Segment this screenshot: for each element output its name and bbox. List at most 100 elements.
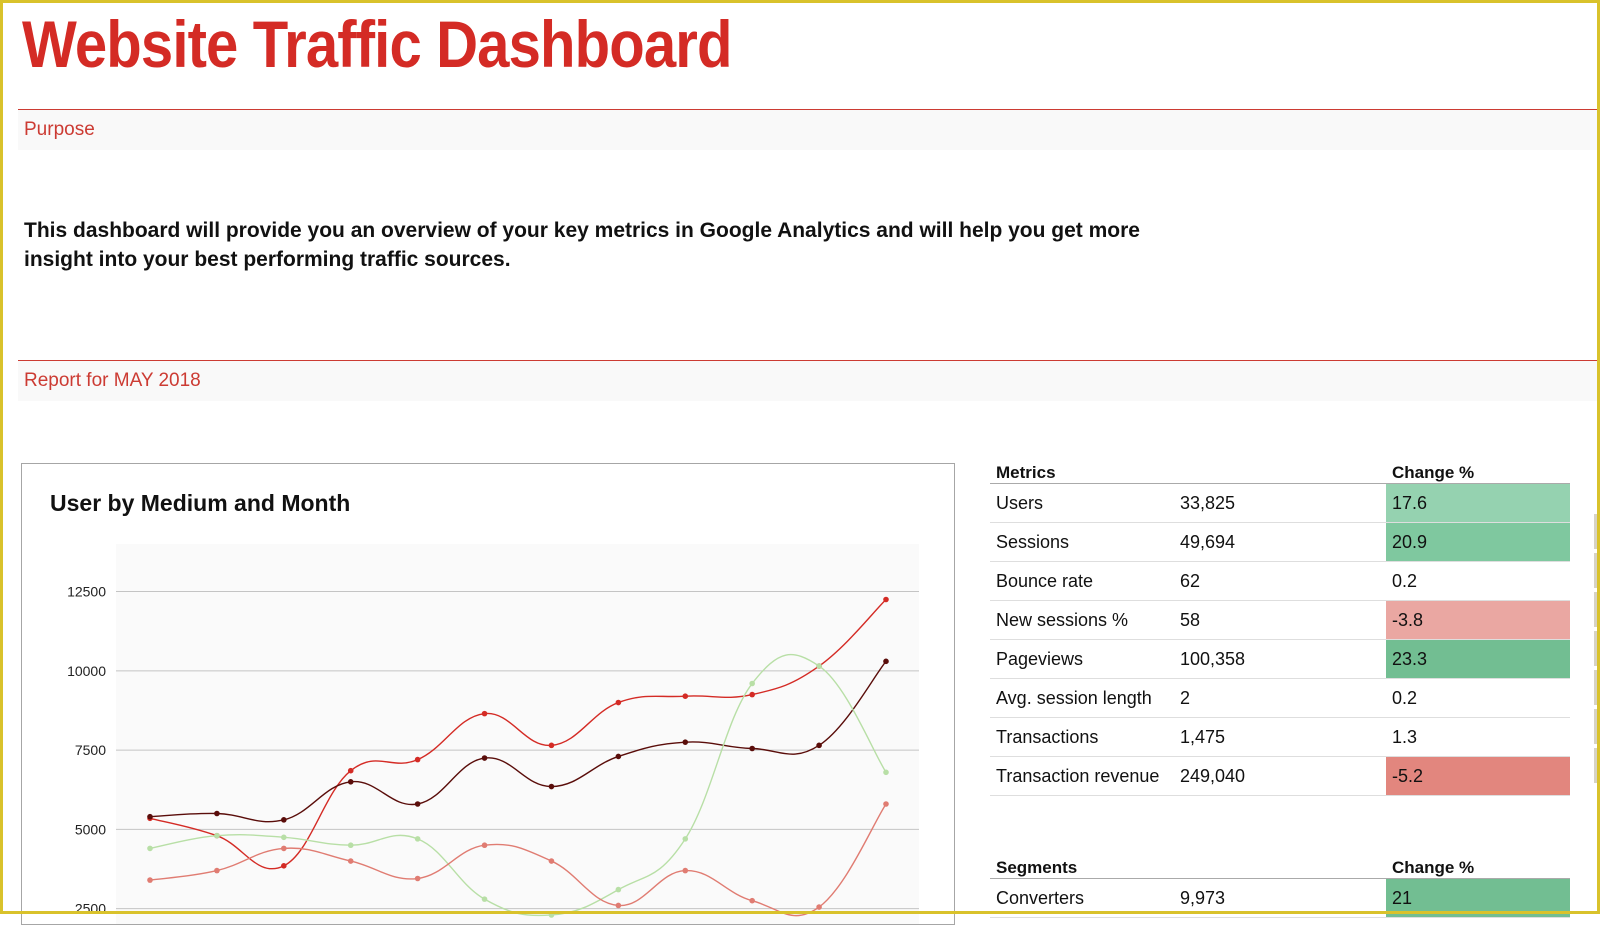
data-point bbox=[281, 845, 287, 852]
metrics-row: Users 33,825 17.6 bbox=[990, 483, 1570, 523]
metrics-header-change: Change % bbox=[1386, 461, 1570, 484]
segments-header-name: Segments bbox=[990, 856, 1174, 879]
metric-value-cell: 1,475 bbox=[1174, 717, 1386, 757]
y-tick-label: 7500 bbox=[75, 742, 106, 758]
segments-table: Segments Change % Converters 9,973 21 bbox=[990, 856, 1570, 918]
metric-name-cell: Users bbox=[990, 483, 1174, 523]
data-point bbox=[481, 710, 488, 717]
data-point bbox=[147, 813, 153, 820]
metric-change-cell: 0.2 bbox=[1386, 678, 1570, 718]
data-point bbox=[883, 658, 889, 665]
metrics-row: New sessions % 58 -3.8 bbox=[990, 600, 1570, 640]
users-chart[interactable]: 12500 10000 7500 5000 2500 User by Medium an… bbox=[21, 463, 955, 925]
metric-name-cell: Avg. session length bbox=[990, 678, 1174, 718]
metrics-row: Bounce rate 62 0.2 bbox=[990, 561, 1570, 601]
data-point bbox=[347, 842, 354, 849]
data-point bbox=[883, 769, 889, 776]
data-point bbox=[682, 739, 689, 745]
data-point bbox=[682, 867, 689, 874]
data-point bbox=[548, 858, 555, 864]
row-edge-marker bbox=[1594, 514, 1598, 549]
metrics-header-name: Metrics bbox=[990, 461, 1174, 484]
metric-name-cell: Sessions bbox=[990, 522, 1174, 562]
y-tick-label: 10000 bbox=[67, 663, 106, 679]
segments-header-change: Change % bbox=[1386, 856, 1570, 879]
data-point bbox=[147, 845, 153, 852]
data-point bbox=[682, 836, 689, 842]
y-tick-label: 12500 bbox=[67, 584, 106, 600]
chart-title: User by Medium and Month bbox=[50, 490, 351, 516]
row-edge-marker bbox=[1594, 631, 1598, 666]
data-point bbox=[214, 867, 220, 874]
data-point bbox=[414, 756, 421, 763]
metrics-row: Avg. session length 2 0.2 bbox=[990, 678, 1570, 718]
data-point bbox=[883, 801, 889, 807]
row-edge-marker bbox=[1594, 592, 1598, 627]
metric-name-cell: Converters bbox=[990, 878, 1174, 918]
segments-header-value bbox=[1174, 856, 1386, 879]
data-point bbox=[347, 779, 354, 785]
metrics-row: Transaction revenue 249,040 -5.2 bbox=[990, 756, 1570, 796]
metric-value-cell: 58 bbox=[1174, 600, 1386, 640]
segments-header-row: Segments Change % bbox=[990, 856, 1570, 879]
metric-name-cell: Bounce rate bbox=[990, 561, 1174, 601]
data-point bbox=[548, 912, 555, 918]
y-tick-label: 2500 bbox=[75, 901, 106, 917]
purpose-section-bar: Purpose bbox=[18, 109, 1597, 150]
metric-name-cell: New sessions % bbox=[990, 600, 1174, 640]
data-point bbox=[883, 596, 889, 603]
metric-value-cell: 2 bbox=[1174, 678, 1386, 718]
metric-change-cell: -3.8 bbox=[1386, 600, 1570, 640]
row-edge-marker bbox=[1594, 709, 1598, 744]
purpose-text: This dashboard will provide you an overv… bbox=[24, 219, 1140, 271]
report-section-bar: Report for MAY 2018 bbox=[18, 360, 1597, 401]
data-point bbox=[548, 783, 555, 790]
metric-value-cell: 249,040 bbox=[1174, 756, 1386, 796]
metric-change-cell: 1.3 bbox=[1386, 717, 1570, 757]
data-point bbox=[414, 875, 421, 882]
data-point bbox=[214, 810, 220, 817]
data-point bbox=[414, 801, 421, 807]
metrics-row: Sessions 49,694 20.9 bbox=[990, 522, 1570, 562]
metric-name-cell: Transactions bbox=[990, 717, 1174, 757]
metric-change-cell: 0.2 bbox=[1386, 561, 1570, 601]
data-point bbox=[749, 680, 755, 687]
data-point bbox=[481, 755, 488, 761]
chart-canvas: 12500 10000 7500 5000 2500 bbox=[67, 544, 919, 924]
page-title: Website Traffic Dashboard bbox=[22, 7, 732, 81]
plot-area bbox=[116, 544, 919, 924]
data-point bbox=[347, 767, 354, 774]
metric-change-cell: 17.6 bbox=[1386, 483, 1570, 523]
data-point bbox=[615, 902, 622, 909]
data-point bbox=[615, 886, 622, 893]
metric-value-cell: 49,694 bbox=[1174, 522, 1386, 562]
purpose-label: Purpose bbox=[24, 119, 95, 140]
metric-name-cell: Pageviews bbox=[990, 639, 1174, 679]
metric-change-cell: 21 bbox=[1386, 878, 1570, 918]
data-point bbox=[816, 742, 822, 749]
metrics-table: Metrics Change % Users 33,825 17.6 Sessions… bbox=[990, 461, 1570, 796]
row-edge-marker bbox=[1594, 670, 1598, 705]
y-tick-label: 5000 bbox=[75, 821, 106, 837]
data-point bbox=[548, 742, 555, 749]
data-point bbox=[816, 904, 822, 910]
data-point bbox=[481, 896, 488, 902]
metric-value-cell: 100,358 bbox=[1174, 639, 1386, 679]
metrics-header-value bbox=[1174, 461, 1386, 484]
metric-value-cell: 33,825 bbox=[1174, 483, 1386, 523]
data-point bbox=[147, 877, 153, 883]
segments-row: Converters 9,973 21 bbox=[990, 878, 1570, 918]
metrics-row: Pageviews 100,358 23.3 bbox=[990, 639, 1570, 679]
data-point bbox=[281, 863, 287, 869]
data-point bbox=[682, 693, 689, 699]
data-point bbox=[281, 834, 287, 841]
data-point bbox=[615, 699, 622, 706]
metric-value-cell: 62 bbox=[1174, 561, 1386, 601]
metrics-header-row: Metrics Change % bbox=[990, 461, 1570, 484]
metric-change-cell: -5.2 bbox=[1386, 756, 1570, 796]
data-point bbox=[281, 817, 287, 823]
row-edge-marker bbox=[1594, 553, 1598, 588]
row-edge-marker bbox=[1594, 748, 1598, 783]
metric-value-cell: 9,973 bbox=[1174, 878, 1386, 918]
data-point bbox=[414, 836, 421, 842]
